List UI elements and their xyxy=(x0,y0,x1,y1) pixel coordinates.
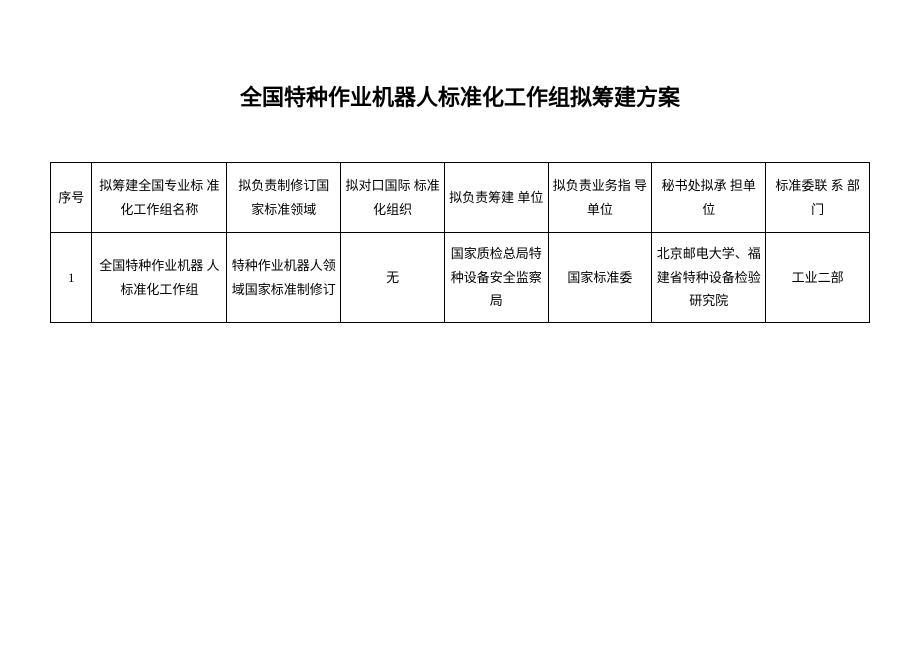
cell-prep-unit: 国家质检总局特种设备安全监察局 xyxy=(444,233,548,323)
cell-domain: 特种作业机器人领域国家标准制修订 xyxy=(227,233,341,323)
col-header-prep-unit: 拟负责筹建 单位 xyxy=(444,163,548,233)
col-header-contact: 标准委联 系 部门 xyxy=(766,163,870,233)
col-header-intl: 拟对口国际 标准化组织 xyxy=(341,163,445,233)
col-header-seq: 序号 xyxy=(51,163,92,233)
cell-guide-unit: 国家标准委 xyxy=(548,233,652,323)
cell-seq: 1 xyxy=(51,233,92,323)
proposal-table: 序号 拟筹建全国专业标 准化工作组名称 拟负责制修订国 家标准领域 拟对口国际 … xyxy=(50,162,870,323)
col-header-name: 拟筹建全国专业标 准化工作组名称 xyxy=(92,163,227,233)
cell-secretariat: 北京邮电大学、福建省特种设备检验 研究院 xyxy=(652,233,766,323)
table-header-row: 序号 拟筹建全国专业标 准化工作组名称 拟负责制修订国 家标准领域 拟对口国际 … xyxy=(51,163,870,233)
table-row: 1 全国特种作业机器 人标准化工作组 特种作业机器人领域国家标准制修订 无 国家… xyxy=(51,233,870,323)
document-title: 全国特种作业机器人标准化工作组拟筹建方案 xyxy=(50,80,870,112)
cell-intl: 无 xyxy=(341,233,445,323)
cell-name: 全国特种作业机器 人标准化工作组 xyxy=(92,233,227,323)
cell-contact: 工业二部 xyxy=(766,233,870,323)
col-header-secretariat: 秘书处拟承 担单位 xyxy=(652,163,766,233)
col-header-domain: 拟负责制修订国 家标准领域 xyxy=(227,163,341,233)
col-header-guide-unit: 拟负责业务指 导单位 xyxy=(548,163,652,233)
